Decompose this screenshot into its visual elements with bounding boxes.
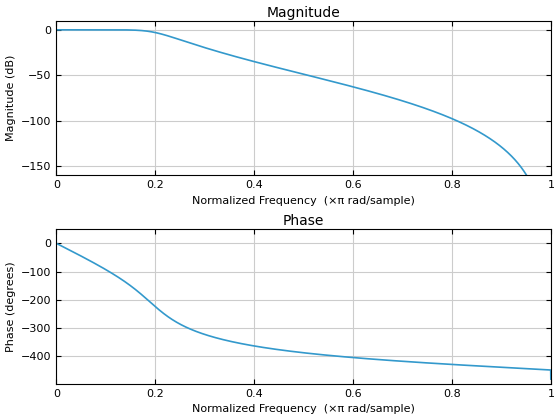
Title: Phase: Phase bbox=[283, 214, 324, 228]
Title: Magnitude: Magnitude bbox=[267, 5, 340, 20]
X-axis label: Normalized Frequency  (×π rad/sample): Normalized Frequency (×π rad/sample) bbox=[192, 196, 415, 206]
Y-axis label: Phase (degrees): Phase (degrees) bbox=[6, 261, 16, 352]
Y-axis label: Magnitude (dB): Magnitude (dB) bbox=[6, 55, 16, 141]
X-axis label: Normalized Frequency  (×π rad/sample): Normalized Frequency (×π rad/sample) bbox=[192, 404, 415, 415]
